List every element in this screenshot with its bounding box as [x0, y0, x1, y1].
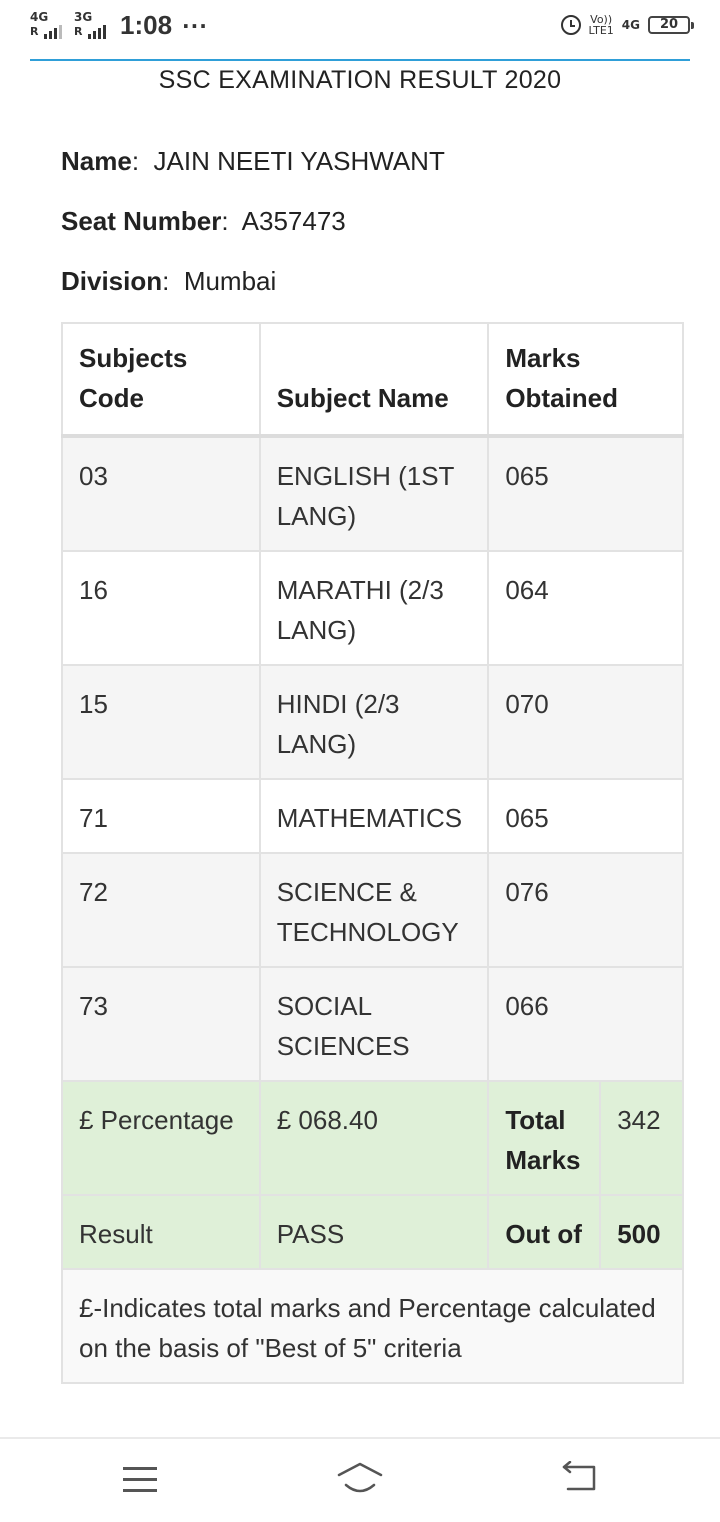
- criteria-note: £-Indicates total marks and Percentage c…: [61, 1268, 684, 1384]
- table-header-row: Subjects Code Subject Name Marks Obtaine…: [61, 322, 684, 438]
- roaming-indicator: R: [30, 24, 39, 38]
- subject-marks: 066: [487, 966, 684, 1082]
- header-marks-line1: Marks: [505, 343, 581, 373]
- result-value: PASS: [258, 1194, 490, 1270]
- table-row: 16 MARATHI (2/3 LANG) 064: [61, 550, 684, 666]
- signal-icon: 3G R: [74, 11, 108, 41]
- volte-indicator: Vo)) LTE1: [589, 14, 614, 36]
- alarm-icon: [560, 15, 581, 35]
- subject-name: MATHEMATICS: [258, 778, 490, 854]
- status-bar: 4G R 3G R 1:08 ··· Vo)) LTE1 4G 20: [0, 0, 720, 58]
- lte-label: LTE1: [588, 24, 614, 37]
- division-row: Division: Mumbai: [61, 266, 277, 296]
- menu-icon[interactable]: [123, 1467, 157, 1500]
- signal-icon: 4G R: [30, 11, 64, 41]
- network-type: 4G: [30, 9, 49, 24]
- table-row: 73 SOCIAL SCIENCES 066: [61, 966, 684, 1082]
- note-row: £-Indicates total marks and Percentage c…: [61, 1268, 684, 1384]
- marks-table: Subjects Code Subject Name Marks Obtaine…: [61, 322, 684, 1384]
- table-row: 03 ENGLISH (1ST LANG) 065: [61, 435, 684, 552]
- volte-label: Vo)): [590, 13, 613, 26]
- subject-name: HINDI (2/3 LANG): [258, 664, 490, 780]
- subject-marks: 076: [487, 852, 684, 968]
- network-type: 3G: [74, 9, 93, 24]
- name-label: Name: [61, 146, 132, 176]
- header-marks-obtained: Marks Obtained: [487, 322, 684, 438]
- seat-number: A357473: [241, 206, 346, 236]
- subject-code: 72: [61, 852, 261, 968]
- table-row: 15 HINDI (2/3 LANG) 070: [61, 664, 684, 780]
- subject-marks: 065: [487, 778, 684, 854]
- seat-number-row: Seat Number: A357473: [61, 206, 346, 236]
- network-type: 4G: [621, 18, 640, 32]
- subject-marks: 070: [487, 664, 684, 780]
- header-marks-line2: Obtained: [505, 383, 618, 413]
- navigation-bar: [0, 1437, 720, 1522]
- subject-code: 16: [61, 550, 261, 666]
- total-marks-value: 342: [599, 1080, 684, 1196]
- back-icon[interactable]: [558, 1461, 600, 1495]
- page-title: SSC EXAMINATION RESULT 2020: [158, 66, 562, 94]
- out-of-label: Out of: [487, 1194, 602, 1270]
- seat-label: Seat Number: [61, 206, 222, 236]
- subject-code: 71: [61, 778, 261, 854]
- result-row: Result PASS Out of 500: [61, 1194, 684, 1270]
- table-row: 72 SCIENCE & TECHNOLOGY 076: [61, 852, 684, 968]
- percentage-value: £ 068.40: [258, 1080, 490, 1196]
- clock: 1:08: [120, 10, 173, 40]
- out-of-value: 500: [599, 1194, 684, 1270]
- subject-code: 73: [61, 966, 261, 1082]
- student-name-row: Name: JAIN NEETI YASHWANT: [61, 146, 445, 176]
- battery-icon: 20: [648, 16, 694, 34]
- more-notifications-icon: ···: [182, 13, 208, 38]
- header-code-line1: Subjects: [79, 343, 188, 373]
- subject-name: SOCIAL SCIENCES: [258, 966, 490, 1082]
- subject-name: MARATHI (2/3 LANG): [258, 550, 490, 666]
- header-subject-code: Subjects Code: [61, 322, 261, 438]
- home-icon[interactable]: [336, 1461, 384, 1495]
- division-label: Division: [61, 266, 163, 296]
- result-label: Result: [61, 1194, 261, 1270]
- percentage-label: £ Percentage: [61, 1080, 261, 1196]
- subject-name: SCIENCE & TECHNOLOGY: [258, 852, 490, 968]
- total-marks-label: Total Marks: [487, 1080, 602, 1196]
- subject-code: 15: [61, 664, 261, 780]
- student-name: JAIN NEETI YASHWANT: [153, 146, 445, 176]
- header-code-line2: Code: [79, 383, 144, 413]
- battery-level: 20: [659, 17, 679, 32]
- header-divider: [30, 59, 690, 61]
- subject-name: ENGLISH (1ST LANG): [258, 435, 490, 552]
- percentage-row: £ Percentage £ 068.40 Total Marks 342: [61, 1080, 684, 1196]
- header-subject-name: Subject Name: [258, 322, 490, 438]
- table-row: 71 MATHEMATICS 065: [61, 778, 684, 854]
- division-value: Mumbai: [183, 266, 277, 296]
- roaming-indicator: R: [74, 24, 83, 38]
- subject-marks: 065: [487, 435, 684, 552]
- subject-code: 03: [61, 435, 261, 552]
- subject-marks: 064: [487, 550, 684, 666]
